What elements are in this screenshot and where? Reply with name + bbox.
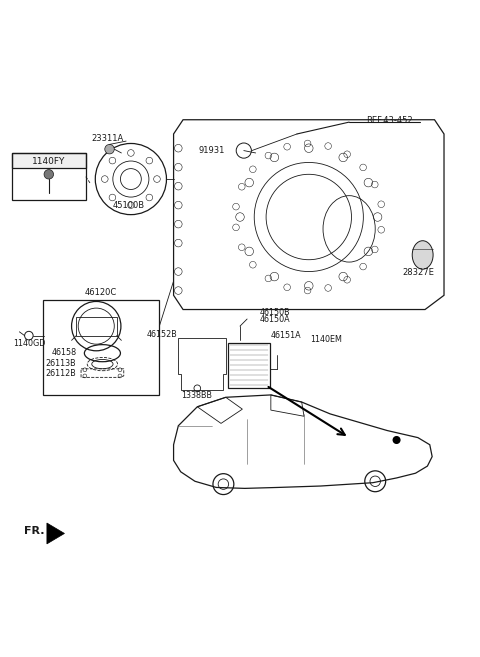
Text: 91931: 91931 bbox=[198, 146, 225, 155]
Text: 1140GD: 1140GD bbox=[12, 339, 45, 348]
Text: 46120C: 46120C bbox=[85, 288, 117, 297]
Text: 46150B: 46150B bbox=[260, 308, 290, 317]
Text: 1140FY: 1140FY bbox=[32, 157, 65, 166]
Text: REF.43-452: REF.43-452 bbox=[366, 116, 412, 125]
Text: 46158: 46158 bbox=[51, 348, 76, 357]
Text: 46152B: 46152B bbox=[146, 330, 177, 339]
Text: 23311A: 23311A bbox=[91, 134, 123, 143]
Text: 1140EM: 1140EM bbox=[310, 335, 342, 344]
Text: 26113B: 26113B bbox=[46, 359, 76, 368]
Circle shape bbox=[393, 437, 400, 443]
Polygon shape bbox=[47, 523, 64, 544]
Text: FR.: FR. bbox=[24, 526, 45, 536]
Text: 45100B: 45100B bbox=[112, 200, 144, 210]
Text: 28327E: 28327E bbox=[402, 268, 434, 277]
FancyBboxPatch shape bbox=[12, 153, 86, 168]
Text: 1338BB: 1338BB bbox=[181, 392, 212, 400]
Text: 46151A: 46151A bbox=[271, 331, 301, 340]
Text: 46150A: 46150A bbox=[260, 315, 290, 323]
Circle shape bbox=[44, 170, 54, 179]
Ellipse shape bbox=[412, 240, 433, 269]
Circle shape bbox=[105, 145, 114, 154]
Text: 26112B: 26112B bbox=[46, 369, 76, 378]
